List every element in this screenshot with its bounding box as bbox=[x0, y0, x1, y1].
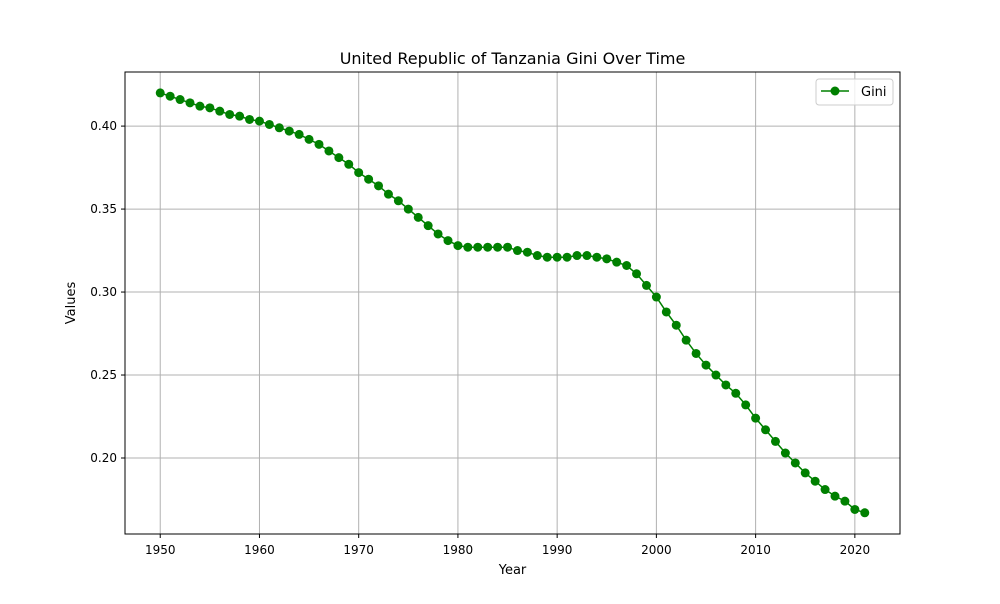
data-point bbox=[453, 241, 463, 251]
data-point bbox=[165, 91, 175, 101]
data-point bbox=[592, 252, 602, 262]
x-tick-label: 2020 bbox=[840, 543, 871, 557]
data-point bbox=[731, 388, 741, 398]
data-point bbox=[314, 139, 324, 149]
data-point bbox=[622, 260, 632, 270]
data-point bbox=[602, 254, 612, 264]
data-point bbox=[711, 370, 721, 380]
data-point bbox=[542, 252, 552, 262]
data-point bbox=[612, 257, 622, 267]
data-point bbox=[661, 307, 671, 317]
data-point bbox=[671, 320, 681, 330]
data-point bbox=[780, 448, 790, 458]
data-point bbox=[205, 103, 215, 113]
data-point bbox=[483, 242, 493, 252]
data-point bbox=[324, 146, 334, 156]
data-point bbox=[840, 496, 850, 506]
chart-title: United Republic of Tanzania Gini Over Ti… bbox=[340, 49, 686, 68]
data-point bbox=[770, 436, 780, 446]
x-axis-ticks: 1950 1960 1970 1980 1990 2000 2010 2020 bbox=[145, 534, 870, 557]
legend-marker-sample bbox=[830, 86, 840, 96]
data-point bbox=[741, 400, 751, 410]
y-axis-ticks: 0.20 0.25 0.30 0.35 0.40 bbox=[90, 119, 125, 465]
data-point bbox=[800, 468, 810, 478]
data-point bbox=[641, 280, 651, 290]
data-point bbox=[284, 126, 294, 136]
data-point bbox=[701, 360, 711, 370]
data-point bbox=[790, 458, 800, 468]
data-point bbox=[443, 236, 453, 246]
data-point bbox=[423, 221, 433, 231]
data-point bbox=[403, 204, 413, 214]
data-point bbox=[562, 252, 572, 262]
data-point bbox=[850, 504, 860, 514]
legend-box bbox=[815, 78, 894, 106]
data-point bbox=[274, 123, 284, 133]
data-point bbox=[264, 119, 274, 129]
data-point bbox=[721, 380, 731, 390]
data-point bbox=[503, 242, 513, 252]
data-point bbox=[582, 251, 592, 261]
data-point bbox=[155, 88, 165, 98]
y-tick-label: 0.20 bbox=[90, 451, 117, 465]
x-tick-label: 2000 bbox=[641, 543, 672, 557]
data-point bbox=[374, 181, 384, 191]
data-point bbox=[225, 109, 235, 119]
data-point bbox=[354, 168, 364, 178]
grid-lines bbox=[125, 72, 900, 534]
data-point bbox=[245, 114, 255, 124]
y-axis-label: Values bbox=[64, 282, 79, 325]
data-point bbox=[651, 292, 661, 302]
data-point bbox=[532, 251, 542, 261]
data-point bbox=[304, 134, 314, 144]
data-point bbox=[294, 129, 304, 139]
data-point bbox=[185, 98, 195, 108]
data-point bbox=[830, 491, 840, 501]
data-point bbox=[195, 101, 205, 111]
x-tick-label: 1980 bbox=[443, 543, 474, 557]
series-layer bbox=[155, 88, 870, 518]
data-point bbox=[552, 252, 562, 262]
data-point bbox=[512, 246, 522, 256]
data-point bbox=[254, 116, 264, 126]
data-point bbox=[632, 269, 642, 279]
y-tick-label: 0.30 bbox=[90, 285, 117, 299]
y-tick-label: 0.25 bbox=[90, 368, 117, 382]
data-point bbox=[820, 485, 830, 495]
x-axis-label: Year bbox=[498, 563, 527, 578]
x-tick-label: 1970 bbox=[343, 543, 374, 557]
data-point bbox=[235, 111, 245, 121]
data-point bbox=[860, 508, 870, 518]
data-point bbox=[493, 242, 503, 252]
x-tick-label: 1960 bbox=[244, 543, 275, 557]
x-tick-label: 2010 bbox=[740, 543, 771, 557]
y-tick-label: 0.35 bbox=[90, 202, 117, 216]
x-tick-label: 1950 bbox=[145, 543, 176, 557]
data-point bbox=[572, 251, 582, 261]
data-point bbox=[681, 335, 691, 345]
data-point bbox=[175, 95, 185, 105]
data-point bbox=[364, 174, 374, 184]
data-point bbox=[433, 229, 443, 239]
data-point bbox=[761, 425, 771, 435]
data-point bbox=[413, 212, 423, 222]
x-tick-label: 1990 bbox=[542, 543, 573, 557]
data-point bbox=[215, 106, 225, 116]
data-point bbox=[691, 348, 701, 358]
data-point bbox=[751, 413, 761, 423]
data-point bbox=[522, 247, 532, 257]
data-point bbox=[463, 242, 473, 252]
data-point bbox=[393, 196, 403, 206]
data-point bbox=[810, 476, 820, 486]
data-point bbox=[344, 159, 354, 169]
data-point bbox=[473, 242, 483, 252]
legend: Gini bbox=[815, 78, 894, 106]
plot-area-frame bbox=[124, 71, 901, 535]
y-tick-label: 0.40 bbox=[90, 119, 117, 133]
legend-label-gini: Gini bbox=[861, 85, 887, 100]
data-point bbox=[383, 189, 393, 199]
data-point bbox=[334, 153, 344, 163]
